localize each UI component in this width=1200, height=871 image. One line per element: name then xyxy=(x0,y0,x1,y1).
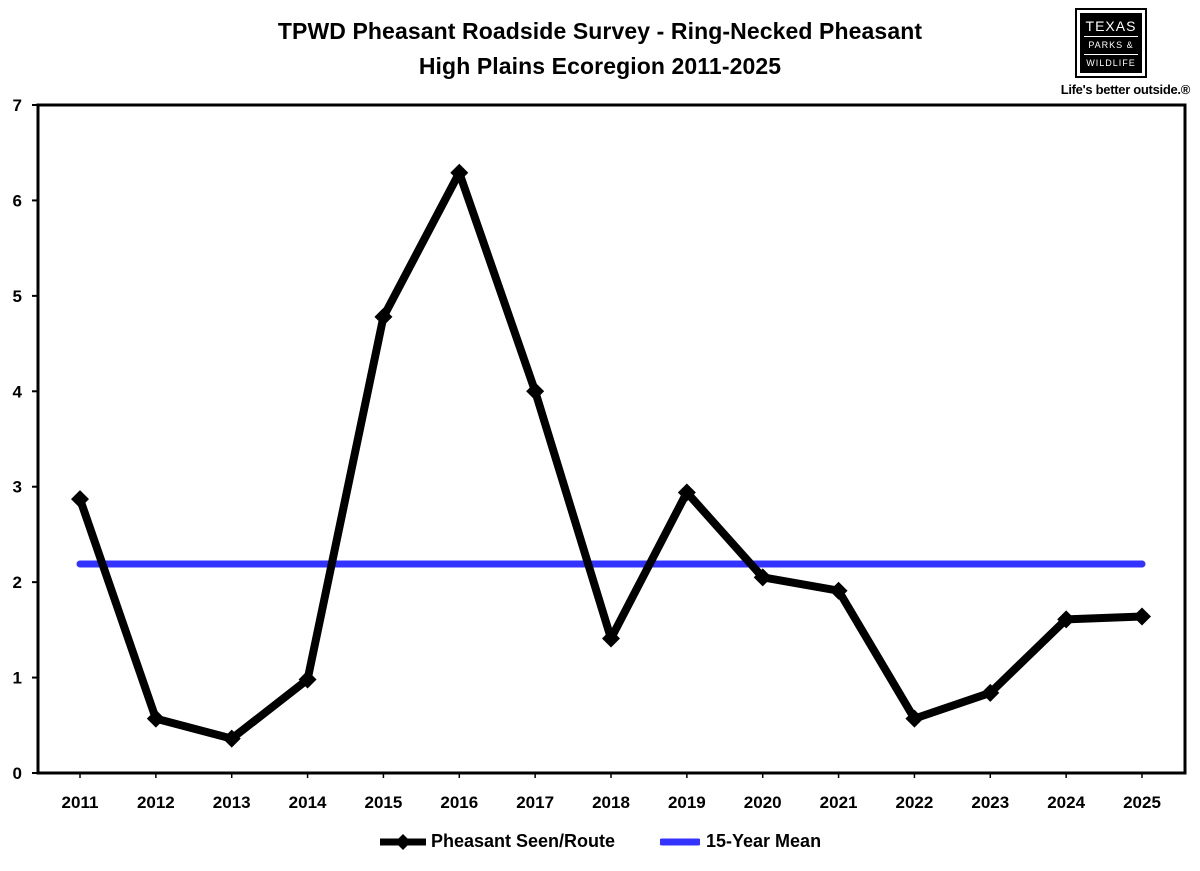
data-point-marker-2018 xyxy=(602,629,620,648)
data-point-marker-2019 xyxy=(677,483,696,502)
logo-tagline: Life's better outside.® xyxy=(1060,82,1191,97)
x-tick-label: 2018 xyxy=(592,793,630,812)
x-tick-label: 2024 xyxy=(1047,793,1085,812)
y-tick-label: 3 xyxy=(13,478,22,497)
data-point-marker-2021 xyxy=(829,581,848,600)
data-point-marker-2013 xyxy=(222,729,241,748)
x-tick-label: 2015 xyxy=(365,793,403,812)
data-point-marker-2023 xyxy=(981,683,1000,702)
x-tick-label: 2023 xyxy=(971,793,1009,812)
legend: Pheasant Seen/Route 15-Year Mean xyxy=(0,828,1200,856)
legend-label-mean: 15-Year Mean xyxy=(706,831,822,851)
y-tick-label: 5 xyxy=(13,287,22,306)
legend-item-pheasant: Pheasant Seen/Route xyxy=(378,828,628,856)
x-tick-label: 2021 xyxy=(820,793,858,812)
legend-item-mean: 15-Year Mean xyxy=(660,828,860,856)
legend-swatch-pheasant xyxy=(380,834,426,850)
data-point-marker-2022 xyxy=(905,709,924,728)
x-axis: 2011 2012 2013 2014 2015 2016 2017 2018 2019 2020… xyxy=(62,773,1161,812)
data-point-marker-2012 xyxy=(146,709,165,728)
x-tick-label: 2011 xyxy=(62,793,99,812)
chart-subtitle: High Plains Ecoregion 2011-2025 xyxy=(418,53,782,79)
x-tick-label: 2025 xyxy=(1123,793,1161,812)
data-point-marker-2017 xyxy=(526,382,545,401)
y-tick-label: 2 xyxy=(13,573,22,592)
data-point-marker-2011 xyxy=(71,490,89,509)
x-tick-label: 2017 xyxy=(516,793,554,812)
logo-line-3: WILDLIFE xyxy=(1086,58,1136,68)
legend-label-pheasant: Pheasant Seen/Route xyxy=(431,831,616,851)
data-point-marker-2014 xyxy=(298,670,317,689)
x-tick-label: 2012 xyxy=(137,793,175,812)
logo-line-1: TEXAS xyxy=(1085,18,1137,34)
y-tick-label: 6 xyxy=(13,191,22,210)
logo-line-2: PARKS & xyxy=(1088,40,1134,50)
data-point-marker-2016 xyxy=(450,163,469,182)
x-tick-label: 2022 xyxy=(896,793,934,812)
x-tick-label: 2020 xyxy=(744,793,782,812)
y-tick-label: 7 xyxy=(13,96,22,115)
y-tick-label: 0 xyxy=(13,764,22,783)
data-point-marker-2025 xyxy=(1133,607,1151,626)
chart-title: TPWD Pheasant Roadside Survey - Ring-Nec… xyxy=(277,18,923,44)
y-tick-label: 1 xyxy=(13,669,22,688)
data-point-marker-2020 xyxy=(753,568,772,587)
x-tick-label: 2019 xyxy=(668,793,706,812)
series-line-pheasant-seen-route xyxy=(76,168,1143,743)
x-tick-label: 2013 xyxy=(213,793,251,812)
x-tick-label: 2014 xyxy=(289,793,327,812)
data-point-marker-2024 xyxy=(1057,610,1076,629)
series-layer xyxy=(71,163,1151,748)
x-tick-label: 2016 xyxy=(440,793,478,812)
y-axis: 0 1 2 3 4 5 6 7 xyxy=(13,96,38,783)
data-point-marker-2015 xyxy=(374,307,393,326)
tpwd-logo: TEXAS PARKS & WILDLIFE xyxy=(1075,8,1147,78)
y-tick-label: 4 xyxy=(13,382,23,401)
legend-swatch-mean xyxy=(660,838,700,846)
